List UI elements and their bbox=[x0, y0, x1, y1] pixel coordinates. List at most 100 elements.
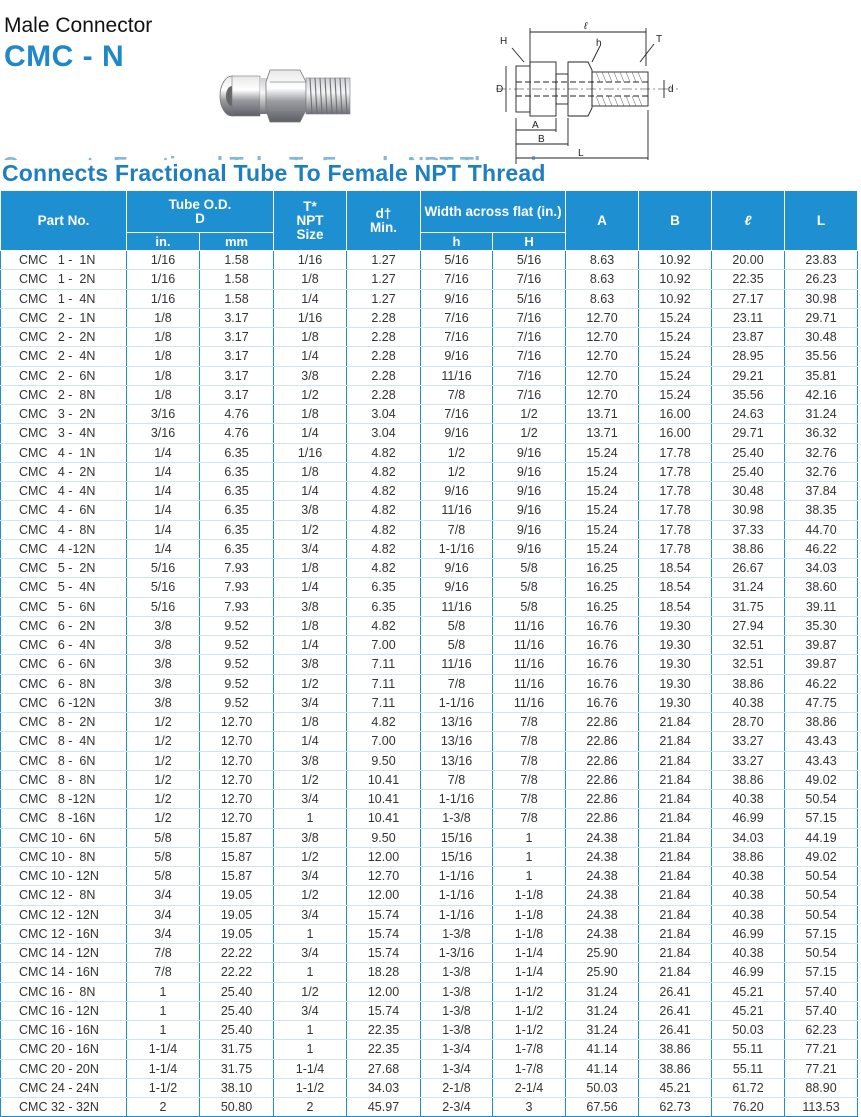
cell-dim-a: 16.76 bbox=[565, 616, 640, 637]
spec-table: Part No. Tube O.D. D T* NPT Size d† Min.… bbox=[0, 190, 859, 1117]
cell-tube-od-in: 1/2 bbox=[126, 808, 200, 829]
cell-flat-H: 1-1/8 bbox=[492, 905, 567, 925]
cell-npt-size: 1 bbox=[273, 1039, 347, 1060]
cell-dim-b: 18.54 bbox=[638, 558, 713, 579]
cell-npt-size: 1/4 bbox=[273, 577, 347, 598]
cell-dim-b: 21.84 bbox=[638, 808, 713, 829]
header-in: in. bbox=[126, 232, 200, 251]
cell-npt-size: 1-1/4 bbox=[273, 1059, 347, 1079]
cell-tube-od-in: 1-1/4 bbox=[126, 1039, 200, 1060]
cell-npt-size: 1/8 bbox=[273, 712, 347, 733]
cell-flat-H: 7/16 bbox=[492, 269, 567, 290]
cell-flat-H: 5/16 bbox=[492, 289, 567, 309]
cell-tube-od-in: 3/8 bbox=[126, 616, 200, 637]
cell-flat-H: 11/16 bbox=[492, 635, 567, 656]
cell-dim-l-small: 24.63 bbox=[711, 404, 786, 425]
cell-npt-size: 1 bbox=[273, 924, 347, 945]
table-row: CMC 24 - 24N 1-1/2 38.10 1-1/2 34.03 2-1/8 2-1… bbox=[0, 1078, 859, 1099]
cell-part-no: CMC 4 - 1N bbox=[0, 443, 127, 463]
table-row: CMC 5 - 4N 5/16 7.93 1/4 6.35 9/16 5/8 16.25 18.… bbox=[0, 577, 859, 598]
table-row: CMC 16 - 16N 1 25.40 1 22.35 1-3/8 1-1/2 31.24 2… bbox=[0, 1020, 859, 1041]
cell-part-no: CMC 16 - 8N bbox=[0, 982, 127, 1002]
table-row: CMC 12 - 12N 3/4 19.05 3/4 15.74 1-1/16 1-1/8 2… bbox=[0, 905, 859, 925]
cell-d-min: 6.35 bbox=[346, 577, 421, 598]
cell-dim-a: 24.38 bbox=[565, 847, 640, 868]
cell-tube-od-in: 1/4 bbox=[126, 462, 200, 483]
cell-flat-H: 1-1/4 bbox=[492, 962, 567, 983]
cell-dim-a: 24.38 bbox=[565, 866, 640, 887]
cell-d-min: 22.35 bbox=[346, 1039, 421, 1060]
cell-dim-l-small: 30.98 bbox=[711, 500, 786, 521]
cell-tube-od-mm: 25.40 bbox=[199, 1020, 274, 1041]
cell-part-no: CMC 10 - 12N bbox=[0, 866, 127, 887]
table-row: CMC 4 - 8N 1/4 6.35 1/2 4.82 7/8 9/16 15.24 17.7… bbox=[0, 520, 859, 540]
header-h-big: H bbox=[491, 232, 567, 251]
cell-npt-size: 1/8 bbox=[273, 616, 347, 637]
cell-flat-H: 1-1/4 bbox=[492, 943, 567, 964]
cell-tube-od-in: 1/8 bbox=[126, 327, 200, 348]
header-t-npt: T* NPT Size bbox=[273, 190, 347, 251]
cell-dim-l-small: 46.99 bbox=[711, 924, 786, 945]
cell-dim-b: 26.41 bbox=[638, 982, 713, 1002]
cell-dim-b: 21.84 bbox=[638, 731, 713, 752]
cell-tube-od-mm: 19.05 bbox=[199, 905, 274, 925]
cell-part-no: CMC 16 - 16N bbox=[0, 1020, 127, 1041]
cell-npt-size: 1 bbox=[273, 1020, 347, 1041]
cell-tube-od-mm: 1.58 bbox=[199, 250, 274, 271]
cell-tube-od-mm: 9.52 bbox=[199, 616, 274, 637]
cell-dim-b: 21.84 bbox=[638, 712, 713, 733]
cell-flat-H: 1-1/8 bbox=[492, 924, 567, 945]
cell-dim-a: 25.90 bbox=[565, 943, 640, 964]
cell-tube-od-in: 3/16 bbox=[126, 404, 200, 425]
header-mm: mm bbox=[199, 232, 274, 251]
cell-npt-size: 1/4 bbox=[273, 346, 347, 367]
cell-tube-od-in: 1/4 bbox=[126, 500, 200, 521]
cell-tube-od-in: 1/4 bbox=[126, 539, 200, 560]
table-row: CMC 12 - 8N 3/4 19.05 1/2 12.00 1-1/16 1-1/8 24… bbox=[0, 885, 859, 906]
cell-flat-H: 7/8 bbox=[492, 789, 567, 810]
cell-dim-l-small: 26.67 bbox=[711, 558, 786, 579]
cell-npt-size: 1 bbox=[273, 962, 347, 983]
cell-dim-l-small: 29.21 bbox=[711, 366, 786, 386]
header-d-min-line2: Min. bbox=[370, 219, 397, 235]
table-row: CMC 1 - 1N 1/16 1.58 1/16 1.27 5/16 5/16 8.63 10… bbox=[0, 250, 859, 271]
cell-dim-b: 38.86 bbox=[638, 1039, 713, 1060]
cell-flat-h: 1-3/8 bbox=[420, 1020, 493, 1041]
cell-dim-b: 62.73 bbox=[638, 1097, 713, 1117]
cell-dim-b: 18.54 bbox=[638, 597, 713, 617]
cell-part-no: CMC 1 - 1N bbox=[0, 250, 127, 271]
cell-d-min: 15.74 bbox=[346, 1001, 421, 1022]
cell-dim-l-big: 35.81 bbox=[784, 366, 859, 386]
cell-tube-od-mm: 22.22 bbox=[199, 943, 274, 964]
table-row: CMC 12 - 16N 3/4 19.05 1 15.74 1-3/8 1-1/8 24.3… bbox=[0, 924, 859, 945]
cell-flat-H: 1 bbox=[492, 847, 567, 868]
cell-dim-l-big: 31.24 bbox=[784, 404, 859, 425]
cell-npt-size: 1/2 bbox=[273, 770, 347, 791]
cell-d-min: 2.28 bbox=[346, 385, 421, 406]
cell-d-min: 18.28 bbox=[346, 962, 421, 983]
cell-dim-l-big: 57.15 bbox=[784, 924, 859, 945]
cell-flat-H: 9/16 bbox=[492, 539, 567, 560]
cell-flat-H: 7/16 bbox=[492, 308, 567, 329]
cell-tube-od-in: 3/8 bbox=[126, 674, 200, 694]
cell-dim-l-small: 32.51 bbox=[711, 654, 786, 675]
cell-dim-a: 22.86 bbox=[565, 770, 640, 791]
cell-dim-a: 24.38 bbox=[565, 828, 640, 848]
header-t-npt-line3: Size bbox=[296, 226, 324, 242]
dim-label-L: L bbox=[578, 148, 584, 159]
cell-tube-od-in: 1/8 bbox=[126, 308, 200, 329]
cell-dim-b: 17.78 bbox=[638, 539, 713, 560]
cell-tube-od-mm: 31.75 bbox=[199, 1059, 274, 1079]
cell-tube-od-mm: 25.40 bbox=[199, 982, 274, 1002]
cell-tube-od-in: 3/8 bbox=[126, 654, 200, 675]
cell-tube-od-in: 1-1/4 bbox=[126, 1059, 200, 1079]
cell-dim-a: 8.63 bbox=[565, 289, 640, 309]
cell-tube-od-mm: 38.10 bbox=[199, 1078, 274, 1099]
cell-d-min: 4.82 bbox=[346, 500, 421, 521]
cell-dim-l-big: 77.21 bbox=[784, 1039, 859, 1060]
cell-d-min: 2.28 bbox=[346, 346, 421, 367]
cell-dim-l-big: 50.54 bbox=[784, 866, 859, 887]
cell-tube-od-mm: 7.93 bbox=[199, 597, 274, 617]
cell-tube-od-mm: 9.52 bbox=[199, 693, 274, 714]
cell-npt-size: 1/16 bbox=[273, 308, 347, 329]
